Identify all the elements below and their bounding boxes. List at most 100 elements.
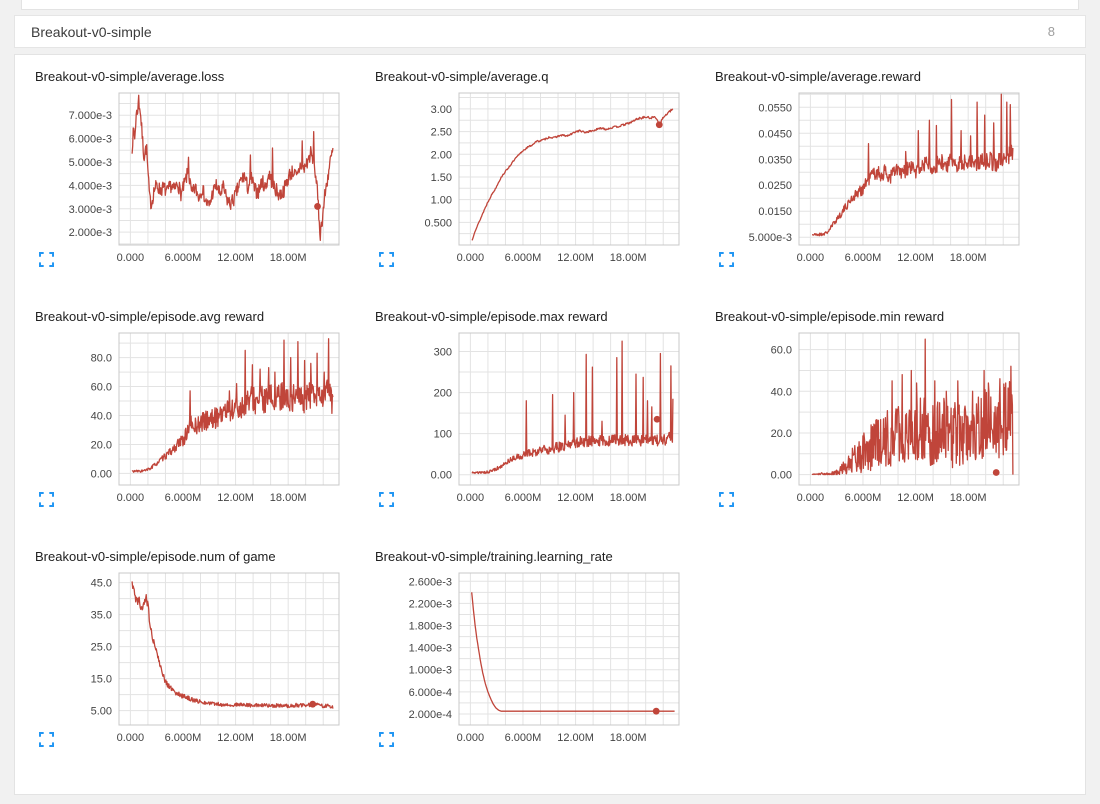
run-count-badge: 8 bbox=[1047, 24, 1055, 39]
x-tick-label: 0.000 bbox=[457, 492, 485, 504]
x-tick-label: 0.000 bbox=[457, 252, 485, 264]
x-tick-label: 6.000M bbox=[845, 252, 882, 264]
series-line bbox=[471, 340, 674, 475]
plot-border bbox=[118, 332, 340, 486]
expand-chart-button[interactable] bbox=[39, 492, 54, 507]
x-tick-label: 18.00M bbox=[270, 252, 307, 264]
y-tick-label: 1.000e-3 bbox=[409, 665, 452, 677]
expand-chart-button[interactable] bbox=[39, 732, 54, 747]
chart-plot[interactable]: 300 200 100 0.00 0.000 6.000M 12.00M 18.00M bbox=[375, 327, 705, 513]
y-tick-label: 2.000e-4 bbox=[409, 709, 452, 721]
category-title: Breakout-v0-simple bbox=[31, 23, 152, 40]
y-tick-label: 60.0 bbox=[771, 345, 792, 357]
x-tick-label: 0.000 bbox=[117, 732, 145, 744]
chart-body: 45.0 35.0 25.0 15.0 5.00 0.000 6.000M 12.00M 18.… bbox=[35, 567, 365, 753]
chart-plot[interactable]: 45.0 35.0 25.0 15.0 5.00 0.000 6.000M 12.00M 18.… bbox=[35, 567, 365, 753]
chart-plot[interactable]: 80.0 60.0 40.0 20.0 0.00 0.000 6.000M 12.00M 18.… bbox=[35, 327, 365, 513]
chart-card-episode-num-of-game: Breakout-v0-simple/episode.num of game 45… bbox=[35, 547, 375, 753]
x-tick-label: 18.00M bbox=[610, 252, 647, 264]
y-tick-label: 20.0 bbox=[771, 428, 792, 440]
fullscreen-corners-icon bbox=[379, 732, 394, 747]
x-tick-label: 0.000 bbox=[117, 252, 145, 264]
x-tick-label: 6.000M bbox=[165, 732, 202, 744]
charts-panel: Breakout-v0-simple/average.loss 7.000e-3 6… bbox=[14, 54, 1086, 795]
series-line bbox=[811, 338, 1014, 476]
y-tick-label: 100 bbox=[434, 429, 452, 441]
y-tick-label: 2.000e-3 bbox=[69, 227, 112, 239]
x-tick-label: 0.000 bbox=[117, 492, 145, 504]
x-tick-label: 18.00M bbox=[950, 492, 987, 504]
x-tick-label: 12.00M bbox=[557, 252, 594, 264]
y-tick-label: 45.0 bbox=[91, 578, 112, 590]
y-tick-label: 0.0450 bbox=[758, 128, 792, 140]
x-tick-label: 12.00M bbox=[217, 732, 254, 744]
y-tick-label: 35.0 bbox=[91, 610, 112, 622]
series-line bbox=[131, 581, 334, 709]
y-tick-label: 0.00 bbox=[431, 470, 452, 482]
x-tick-label: 6.000M bbox=[505, 492, 542, 504]
expand-chart-button[interactable] bbox=[379, 252, 394, 267]
y-tick-label: 2.600e-3 bbox=[409, 576, 452, 588]
x-tick-label: 18.00M bbox=[270, 732, 307, 744]
plot-border bbox=[458, 332, 680, 486]
category-header[interactable]: Breakout-v0-simple 8 bbox=[14, 15, 1086, 48]
x-tick-label: 12.00M bbox=[217, 492, 254, 504]
y-tick-label: 5.000e-3 bbox=[749, 232, 792, 244]
expand-chart-button[interactable] bbox=[719, 492, 734, 507]
latest-point-marker[interactable] bbox=[309, 700, 317, 708]
y-tick-label: 1.800e-3 bbox=[409, 621, 452, 633]
chart-plot[interactable]: 3.00 2.50 2.00 1.50 1.00 0.500 0.000 6.000M 12.0… bbox=[375, 87, 705, 273]
fullscreen-corners-icon bbox=[39, 732, 54, 747]
latest-point-marker[interactable] bbox=[314, 203, 321, 210]
chart-body: 300 200 100 0.00 0.000 6.000M 12.00M 18.00M bbox=[375, 327, 705, 513]
chart-title: Breakout-v0-simple/average.q bbox=[375, 69, 549, 84]
x-tick-label: 6.000M bbox=[505, 732, 542, 744]
y-tick-label: 0.00 bbox=[91, 468, 112, 480]
series-line bbox=[812, 93, 1014, 237]
plot-border bbox=[118, 92, 340, 246]
y-tick-label: 60.0 bbox=[91, 382, 112, 394]
x-tick-label: 18.00M bbox=[950, 252, 987, 264]
y-tick-label: 1.50 bbox=[431, 172, 452, 184]
y-tick-label: 20.0 bbox=[91, 439, 112, 451]
y-tick-label: 5.000e-3 bbox=[69, 157, 112, 169]
chart-plot[interactable]: 0.0550 0.0450 0.0350 0.0250 0.0150 5.000e-3 0.… bbox=[715, 87, 1045, 273]
series-line bbox=[131, 94, 334, 241]
series-line bbox=[131, 338, 334, 473]
y-tick-label: 0.00 bbox=[771, 470, 792, 482]
fullscreen-corners-icon bbox=[39, 252, 54, 267]
expand-chart-button[interactable] bbox=[39, 252, 54, 267]
chart-card-average-loss: Breakout-v0-simple/average.loss 7.000e-3 6… bbox=[35, 67, 375, 273]
previous-category-card-edge bbox=[21, 0, 1079, 10]
chart-title: Breakout-v0-simple/average.reward bbox=[715, 69, 921, 84]
x-tick-label: 18.00M bbox=[270, 492, 307, 504]
fullscreen-corners-icon bbox=[39, 492, 54, 507]
chart-plot[interactable]: 7.000e-3 6.000e-3 5.000e-3 4.000e-3 3.000e-3… bbox=[35, 87, 365, 273]
chart-body: 60.0 40.0 20.0 0.00 0.000 6.000M 12.00M 18.00M bbox=[715, 327, 1045, 513]
y-tick-label: 300 bbox=[434, 346, 452, 358]
x-tick-label: 12.00M bbox=[897, 252, 934, 264]
plot-border bbox=[118, 572, 340, 726]
y-tick-label: 2.200e-3 bbox=[409, 598, 452, 610]
chart-body: 3.00 2.50 2.00 1.50 1.00 0.500 0.000 6.000M 12.0… bbox=[375, 87, 705, 273]
x-tick-label: 18.00M bbox=[610, 492, 647, 504]
expand-chart-button[interactable] bbox=[719, 252, 734, 267]
x-tick-label: 0.000 bbox=[457, 732, 485, 744]
expand-chart-button[interactable] bbox=[379, 492, 394, 507]
y-tick-label: 0.0550 bbox=[758, 102, 792, 114]
latest-point-marker[interactable] bbox=[992, 469, 1000, 476]
latest-point-marker[interactable] bbox=[653, 415, 661, 423]
plot-border bbox=[798, 92, 1020, 246]
chart-card-average-reward: Breakout-v0-simple/average.reward 0.0550 0… bbox=[715, 67, 1055, 273]
chart-body: 80.0 60.0 40.0 20.0 0.00 0.000 6.000M 12.00M 18.… bbox=[35, 327, 365, 513]
y-tick-label: 4.000e-3 bbox=[69, 180, 112, 192]
x-tick-label: 6.000M bbox=[505, 252, 542, 264]
chart-plot[interactable]: 2.600e-3 2.200e-3 1.800e-3 1.400e-3 1.000e-3… bbox=[375, 567, 705, 753]
chart-plot[interactable]: 60.0 40.0 20.0 0.00 0.000 6.000M 12.00M 18.00M bbox=[715, 327, 1045, 513]
fullscreen-corners-icon bbox=[719, 492, 734, 507]
expand-chart-button[interactable] bbox=[379, 732, 394, 747]
y-tick-label: 25.0 bbox=[91, 642, 112, 654]
latest-point-marker[interactable] bbox=[655, 121, 663, 129]
latest-point-marker[interactable] bbox=[652, 707, 660, 715]
x-tick-label: 18.00M bbox=[610, 732, 647, 744]
